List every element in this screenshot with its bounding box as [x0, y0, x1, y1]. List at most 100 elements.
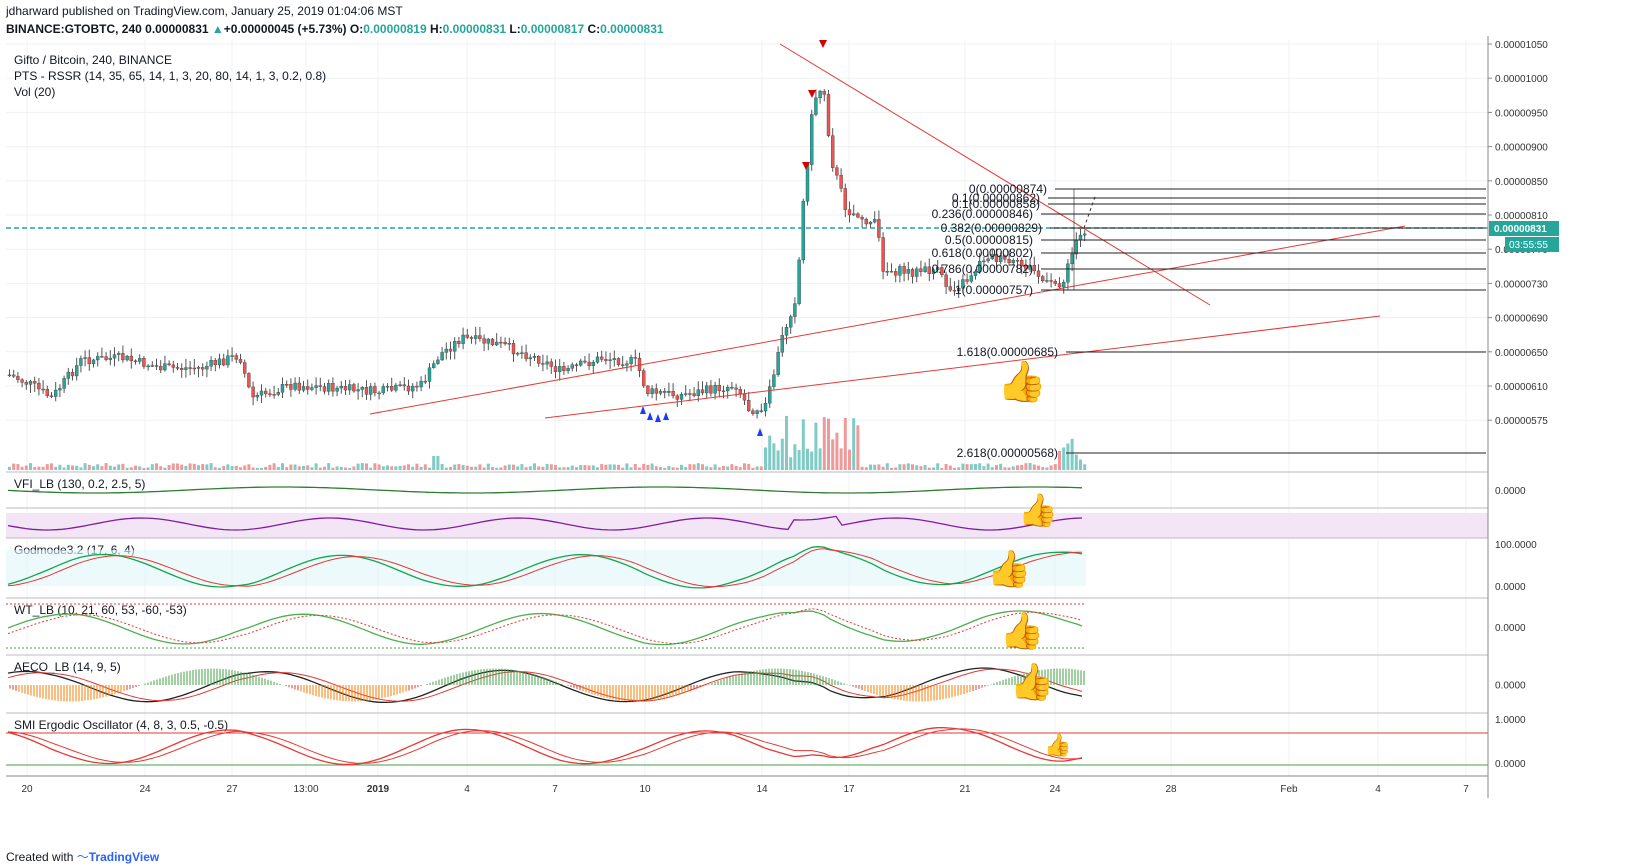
- volume-bar: [281, 463, 284, 470]
- candle-body: [356, 389, 360, 392]
- volume-bar: [650, 463, 654, 470]
- volume-bar: [163, 467, 167, 470]
- candle-body: [499, 341, 503, 344]
- candle-body: [868, 221, 873, 225]
- volume-bar: [96, 464, 100, 470]
- brand-name[interactable]: TradingView: [88, 850, 160, 864]
- last-price: 0.00000831: [145, 22, 209, 36]
- volume-bar: [87, 464, 91, 470]
- volume-bar: [205, 464, 209, 470]
- volume-bar: [234, 465, 238, 470]
- candle-body: [822, 90, 826, 95]
- volume-bar: [995, 465, 998, 470]
- volume-bar: [516, 466, 520, 470]
- volume-bar: [218, 467, 221, 470]
- volume-bar: [663, 467, 667, 470]
- candle-body: [146, 365, 150, 368]
- candle-body: [818, 90, 822, 99]
- volume-bar: [839, 448, 843, 470]
- candle-body: [973, 271, 978, 276]
- candle-body: [1024, 265, 1028, 270]
- volume-bar: [671, 467, 675, 470]
- candle-body: [217, 358, 222, 366]
- candle-body: [923, 266, 927, 272]
- candle-body: [62, 378, 66, 389]
- candle-body: [604, 359, 608, 361]
- candle-body: [768, 386, 772, 404]
- volume-bar: [919, 466, 923, 470]
- candle-body: [843, 188, 847, 210]
- candle-body: [612, 358, 616, 360]
- open-value: 0.00000819: [363, 22, 427, 36]
- pane-axis-label: 0.0000: [1495, 582, 1526, 593]
- candle-body: [259, 390, 264, 396]
- candle-body: [385, 386, 390, 388]
- volume-bar: [293, 464, 297, 470]
- volume-bar: [1016, 465, 1019, 470]
- volume-bar: [415, 463, 419, 470]
- volume-bar: [852, 418, 856, 470]
- volume-bar: [806, 448, 809, 470]
- volume-bar: [201, 464, 205, 470]
- pane-axis-label: 0.0000: [1495, 623, 1526, 634]
- volume-bar: [688, 464, 692, 470]
- volume-bar: [247, 464, 251, 470]
- volume-bar: [37, 466, 41, 470]
- candle-body: [511, 343, 516, 355]
- candle-body: [608, 359, 612, 361]
- volume-bar: [810, 451, 814, 470]
- volume-bar: [327, 463, 331, 470]
- candle-body: [1011, 260, 1015, 264]
- volume-bar: [583, 464, 587, 470]
- candle-body: [314, 385, 318, 388]
- candle-body: [196, 367, 201, 369]
- volume-bar: [843, 417, 847, 470]
- candle-body: [264, 390, 268, 394]
- volume-bar: [558, 467, 562, 470]
- candle-body: [125, 355, 129, 361]
- volume-bar: [566, 467, 570, 470]
- thumbs-up-annotations: 👍 👍 👍 👍 👍 👍: [987, 358, 1072, 759]
- price-tick-label: 0.00000650: [1495, 348, 1548, 359]
- candle-body: [503, 341, 507, 345]
- candle-body: [742, 393, 747, 401]
- candle-body: [54, 389, 58, 397]
- time-tick-label: 24: [1049, 784, 1061, 795]
- volume-bar: [62, 467, 66, 470]
- candle-body: [83, 357, 87, 359]
- price-tag-bg: [1489, 221, 1559, 236]
- volume-bar: [251, 467, 255, 470]
- fib-label: 0.618(0.00000802): [932, 246, 1033, 260]
- volume-bar: [1049, 465, 1053, 470]
- volume-bar: [701, 464, 704, 470]
- volume-bar: [621, 467, 625, 470]
- candle-body: [990, 254, 994, 260]
- volume-bar: [860, 466, 864, 470]
- volume-bar: [339, 466, 343, 470]
- publisher-line: jdharward published on TradingView.com, …: [6, 4, 403, 18]
- volume-bar: [612, 464, 616, 470]
- volume-bar: [222, 466, 226, 470]
- candle-body: [457, 341, 461, 344]
- volume-bar: [537, 466, 541, 470]
- price-tick-label: 0.00000810: [1495, 211, 1548, 222]
- thumbs-up-icon: 👍: [997, 358, 1047, 405]
- volume-bar: [591, 465, 595, 470]
- symbol[interactable]: BINANCE:GTOBTC, 240: [6, 22, 142, 36]
- volume-bar: [1070, 438, 1074, 470]
- price-tick-label: 0.00000850: [1495, 177, 1548, 188]
- candle-body: [150, 365, 155, 367]
- volume-bar: [629, 467, 633, 470]
- time-tick-label: 4: [464, 784, 470, 795]
- volume-bar: [113, 466, 116, 470]
- candle-body: [104, 356, 108, 360]
- signal-line: [7, 608, 1083, 645]
- candle-body: [364, 387, 369, 395]
- volume-bar: [138, 466, 142, 470]
- candle-body: [41, 388, 45, 391]
- candle-body: [961, 279, 965, 289]
- volume-bar: [285, 467, 289, 470]
- candle-body: [20, 379, 24, 383]
- candle-body: [247, 373, 251, 388]
